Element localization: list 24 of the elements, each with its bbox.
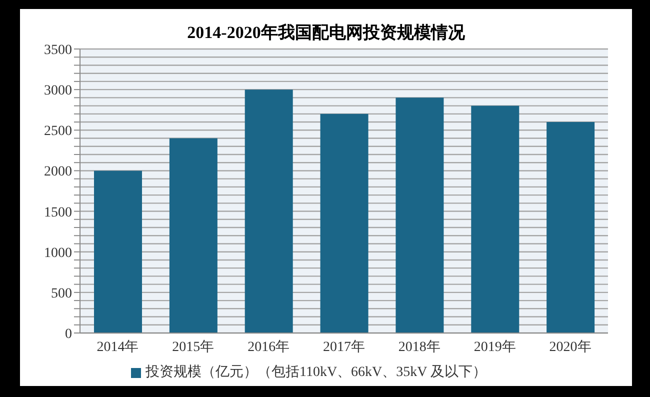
y-tick-label: 2500 <box>44 124 72 140</box>
x-tick-label: 2015年 <box>172 338 214 355</box>
bar <box>546 122 595 333</box>
y-tick-label: 2000 <box>44 164 72 180</box>
bar <box>169 138 218 333</box>
chart-title: 2014-2020年我国配电网投资规模情况 <box>186 22 466 44</box>
x-tick-label: 2017年 <box>323 338 365 355</box>
y-tick-label: 500 <box>51 286 72 302</box>
y-tick-label: 0 <box>65 326 72 342</box>
y-tick-label: 3500 <box>44 42 72 58</box>
bar <box>471 106 520 333</box>
bar <box>396 98 444 333</box>
x-tick-label: 2019年 <box>474 338 516 355</box>
bar <box>320 114 368 333</box>
bar <box>94 170 142 333</box>
x-tick-label: 2016年 <box>248 338 290 355</box>
x-tick-label: 2014年 <box>96 338 139 355</box>
bar <box>244 90 293 333</box>
x-tick-label: 2018年 <box>398 338 440 355</box>
y-tick-label: 1000 <box>44 246 72 261</box>
y-tick-label: 3000 <box>44 84 72 99</box>
x-tick-label: 2020年 <box>549 338 592 355</box>
y-tick-label: 1500 <box>44 205 72 220</box>
legend-label: 投资规模（亿元）（包括110kV、66kV、35kV 及以下） <box>145 365 487 380</box>
